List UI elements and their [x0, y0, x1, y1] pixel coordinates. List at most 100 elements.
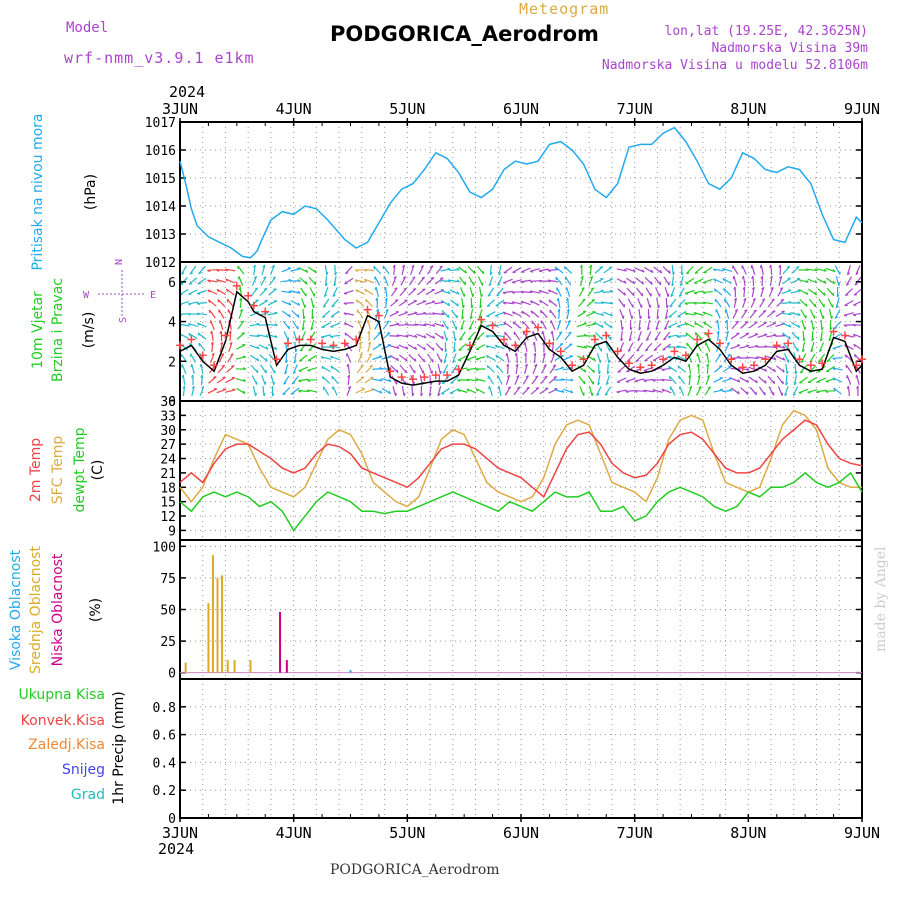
ytick-label: 0 — [168, 395, 176, 410]
ytick-label: 0 — [168, 667, 176, 682]
model-name: wrf-nmm_v3.9.1 e1km — [64, 49, 255, 67]
wind-gust-mark — [738, 363, 747, 372]
model-elevation-text: Nadmorska Visina u modelu 52.8106m — [601, 58, 868, 73]
ytick-label: 100 — [153, 540, 176, 555]
wind-gust-mark — [829, 327, 838, 336]
compass-cross — [98, 270, 146, 318]
panel-pressure: 1012 1013 1014 1015 1016 1017 — [145, 116, 863, 271]
temp-unit: (C) — [90, 460, 106, 481]
wind-gust-mark — [613, 347, 622, 356]
wind-gust-mark — [210, 361, 219, 370]
wind-gust-mark — [693, 335, 702, 344]
wind-gust-mark — [750, 361, 759, 370]
wind-gust-mark — [283, 339, 292, 348]
mid-cloud-label: Srednja Oblacnost — [28, 546, 44, 674]
wind-gust-mark — [295, 335, 304, 344]
ytick-label: 0.6 — [153, 729, 176, 744]
pressure-line — [179, 126, 863, 259]
wind-gust-mark — [477, 315, 486, 324]
wind-gust-mark — [579, 355, 588, 364]
ytick-label: 21 — [160, 467, 176, 482]
ytick-label: 9 — [168, 524, 176, 539]
wind-gust-mark — [318, 339, 327, 348]
wind-gust-mark — [681, 351, 690, 360]
precip-legend-item: Konvek.Kisa — [21, 713, 105, 729]
ytick-label: 30 — [160, 424, 176, 439]
ytick-label: 0.4 — [153, 756, 177, 771]
wind-gust-mark — [795, 355, 804, 364]
day-label-top: 3JUN — [162, 100, 198, 118]
day-label-top: 7JUN — [617, 100, 653, 118]
wind-gust-mark — [659, 355, 668, 364]
wind-gust-mark — [499, 335, 508, 344]
low-cloud-label: Niska Oblacnost — [50, 553, 66, 666]
wind-gust-mark — [420, 373, 429, 382]
panel-precip: 0 0.2 0.4 0.6 0.8 — [153, 678, 863, 827]
ytick-label: 1016 — [145, 144, 176, 159]
wind-gust-mark — [397, 373, 406, 382]
wind-gust-mark — [852, 361, 861, 370]
ytick-label: 6 — [168, 276, 176, 291]
ytick-label: 1013 — [145, 228, 176, 243]
day-label-bottom: 6JUN — [503, 824, 539, 842]
wind-gust-mark — [374, 311, 383, 320]
day-label-bottom: 8JUN — [730, 824, 766, 842]
wind-speed-line — [179, 290, 863, 386]
wind-gust-mark — [715, 339, 724, 348]
day-label-top: 9JUN — [844, 100, 880, 118]
wind-gust-mark — [232, 281, 241, 290]
wind-gust-mark — [858, 355, 866, 364]
ytick-label: 4 — [168, 316, 176, 331]
lonlat-text: lon,lat (19.25E, 42.3625N) — [664, 24, 869, 39]
day-label-bottom: 7JUN — [617, 824, 653, 842]
elevation-text: Nadmorska Visina 39m — [711, 41, 868, 56]
ytick-label: 1015 — [145, 172, 176, 187]
wind-gust-mark — [431, 371, 440, 380]
year-bottom: 2024 — [158, 840, 195, 858]
wind-gust-mark — [545, 339, 554, 348]
ytick-label: 33 — [160, 409, 176, 424]
footer-station: PODGORICA_Aerodrom — [330, 862, 500, 878]
wind-unit: (m/s) — [81, 312, 97, 349]
compass-icon: N W E S — [83, 259, 156, 323]
ytick-label: 75 — [160, 572, 176, 587]
wind-gust-mark — [670, 347, 679, 356]
wind-gust-mark — [624, 359, 633, 368]
wind-axis-label-2: Brzina i Pravac — [50, 278, 66, 382]
wind-gust-mark — [272, 355, 281, 364]
temp-2m-label: 2m Temp — [28, 438, 44, 502]
ytick-label: 27 — [160, 438, 176, 453]
day-label-top: 5JUN — [389, 100, 425, 118]
wind-gust-mark — [761, 355, 770, 364]
precip-legend-item: Grad — [71, 787, 105, 803]
wind-gust-mark — [352, 335, 361, 344]
wind-gust-mark — [244, 291, 253, 300]
dewpt-temp-label: dewpt Temp — [72, 427, 88, 512]
day-label-top: 4JUN — [276, 100, 312, 118]
wind-gust-mark — [772, 341, 781, 350]
precip-legend-item: Zaledj.Kisa — [28, 737, 105, 753]
dewpt-temp-line — [179, 471, 863, 532]
wind-barbs-field — [178, 264, 863, 397]
station-title: PODGORICA_Aerodrom — [330, 22, 599, 46]
ytick-label: 18 — [160, 481, 176, 496]
wind-gust-mark — [636, 363, 645, 372]
wind-gust-mark — [488, 321, 497, 330]
wind-gust-mark — [727, 355, 736, 364]
wind-gust-mark — [443, 371, 452, 380]
year-top: 2024 — [169, 83, 206, 101]
cloud-unit: (%) — [88, 598, 104, 622]
wind-gust-mark — [590, 335, 599, 344]
wind-gust-mark — [329, 341, 338, 350]
wind-gust-mark — [340, 339, 349, 348]
wind-gust-mark — [784, 339, 793, 348]
wind-gust-mark — [806, 361, 815, 370]
meteogram-title: Meteogram — [519, 0, 610, 18]
high-cloud-label: Visoka Oblacnost — [8, 549, 24, 670]
wind-axis-label-1: 10m Vjetar — [30, 291, 46, 369]
day-label-bottom: 3JUN — [162, 824, 198, 842]
precip-legend-item: Ukupna Kisa — [18, 687, 105, 703]
day-label-top: 6JUN — [503, 100, 539, 118]
sfc-temp-label: SFC Temp — [50, 436, 66, 505]
